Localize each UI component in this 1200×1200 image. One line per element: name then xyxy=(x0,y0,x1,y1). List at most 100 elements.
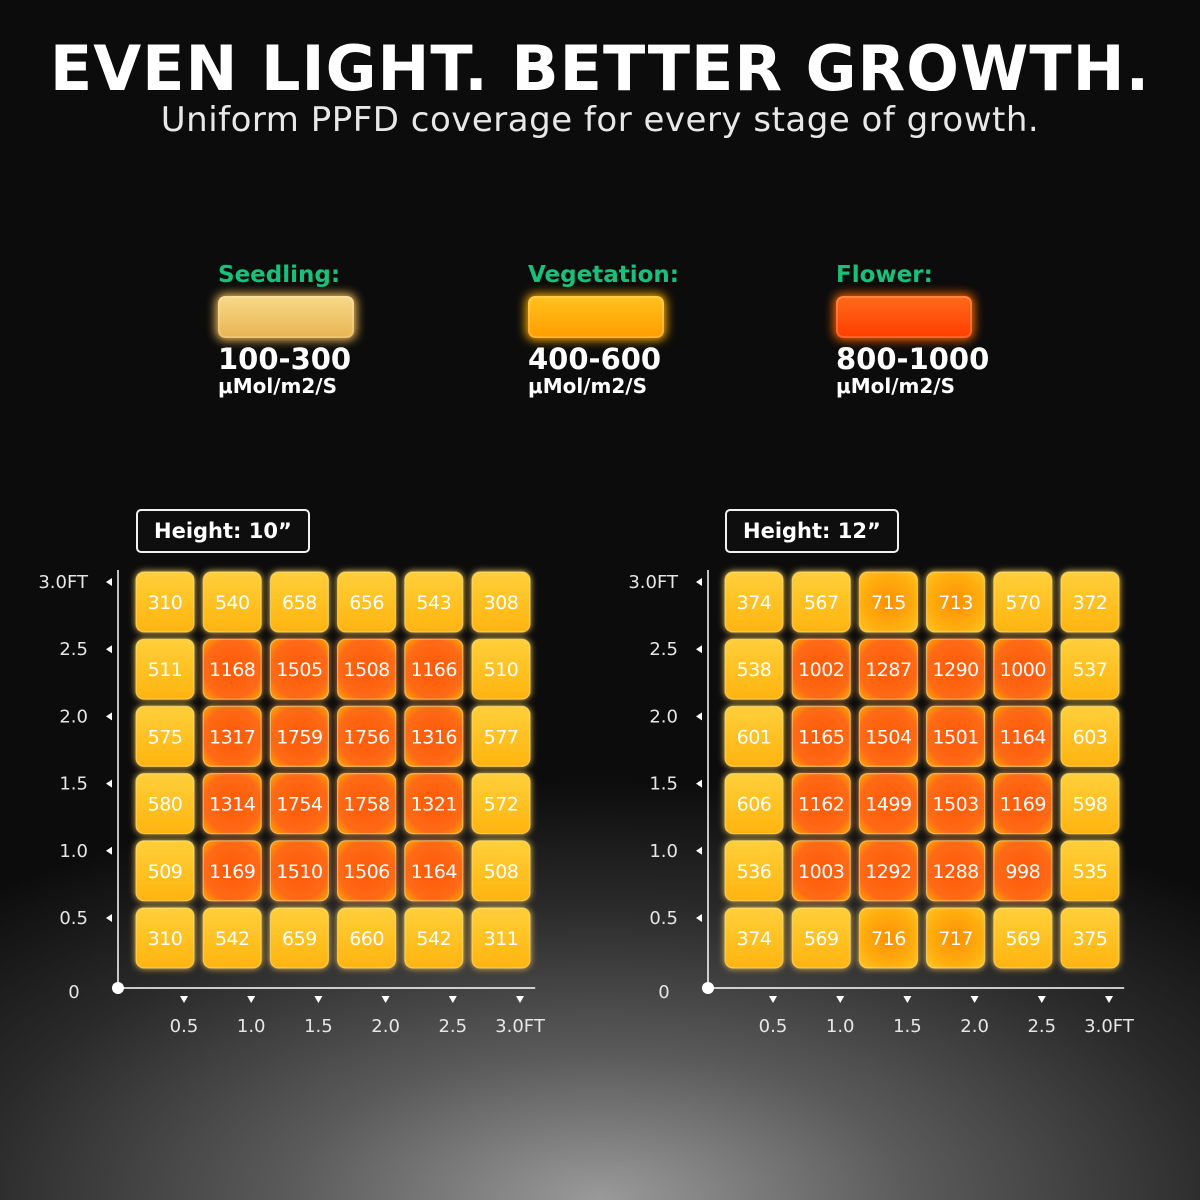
heatmap-cell xyxy=(1060,907,1120,969)
legend-vegetation-label: Vegetation: xyxy=(528,262,679,288)
height-tag-10: Height: 10” xyxy=(136,509,310,553)
heatmap-cell-value: 716 xyxy=(871,928,906,950)
heatmap-cell xyxy=(471,571,531,633)
heatmap-cell xyxy=(269,840,329,902)
heatmap-cell xyxy=(993,840,1053,902)
heatmap-1: 0 3.0FT 2.5 2.0 1.5 1.0 0.5 0.5 1.0 1.5 2.0 2.5 3.0F… xyxy=(628,570,1135,1037)
heatmap-cell-value: 603 xyxy=(1073,726,1108,748)
heatmap-cell-value: 1317 xyxy=(209,726,255,748)
heatmap-cell xyxy=(135,772,195,835)
heatmap-cell-value: 998 xyxy=(1005,861,1040,883)
heatmap-cell-value: 577 xyxy=(484,726,519,748)
heatmap-cell-value: 1164 xyxy=(1000,726,1047,748)
y-tick-label: 0.5 xyxy=(649,908,678,929)
heatmap-cell-value: 311 xyxy=(484,928,519,950)
heatmap-cell-value: 658 xyxy=(282,592,317,614)
heatmap-cell-value: 1505 xyxy=(276,659,322,681)
legend-vegetation-unit: μMol/m2/S xyxy=(528,374,647,398)
axis-origin-dot xyxy=(702,982,714,994)
heatmap-cell-value: 1162 xyxy=(798,794,844,816)
y-tick-label: 2.0 xyxy=(649,706,678,727)
heatmap-cell-value: 656 xyxy=(349,592,384,614)
y-tick-marker xyxy=(696,645,702,654)
heatmap-cell-value: 660 xyxy=(349,928,384,950)
heatmap-cell-value: 543 xyxy=(416,592,451,614)
heatmap-cell-value: 572 xyxy=(484,794,519,816)
heatmap-cell-value: 659 xyxy=(282,928,317,950)
heatmap-cell xyxy=(993,772,1053,835)
heatmap-cell-value: 1288 xyxy=(932,861,978,883)
heatmap-cell xyxy=(471,840,531,902)
heatmap-cell-value: 1756 xyxy=(343,726,389,748)
axis-origin-dot xyxy=(112,982,124,994)
heatmap-cell xyxy=(993,705,1053,768)
heatmap-cell xyxy=(724,840,784,902)
legend-seedling: Seedling: 100-300 μMol/m2/S xyxy=(218,262,398,398)
legend-vegetation: Vegetation: 400-600 μMol/m2/S xyxy=(528,262,708,398)
heatmap-cell xyxy=(337,907,397,969)
heatmap-cell-value: 717 xyxy=(938,928,973,950)
y-tick-marker xyxy=(106,712,112,721)
heatmap-cell-value: 575 xyxy=(148,726,183,748)
heatmap-cell-value: 1314 xyxy=(209,794,256,816)
heatmap-cell xyxy=(471,705,531,768)
legend-flower: Flower: 800-1000 μMol/m2/S xyxy=(836,262,1016,398)
heatmap-cell-value: 535 xyxy=(1073,861,1108,883)
heatmap-cell xyxy=(925,840,986,902)
heatmap-cell xyxy=(724,907,784,969)
heatmap-cell-value: 1003 xyxy=(798,861,844,883)
legend-flower-label: Flower: xyxy=(836,262,933,288)
x-tick-label: 2.5 xyxy=(1027,1016,1056,1037)
heatmap-cell xyxy=(337,772,397,835)
heatmap-cell-value: 567 xyxy=(804,592,839,614)
heatmap-cell xyxy=(993,907,1053,969)
heatmap-cell-value: 372 xyxy=(1073,592,1108,614)
heatmap-cell-value: 508 xyxy=(484,861,519,883)
heatmap-cell xyxy=(337,840,397,902)
x-tick-label: 1.5 xyxy=(304,1016,333,1037)
heatmap-cell-value: 1503 xyxy=(932,794,978,816)
legend-seedling-range: 100-300 xyxy=(218,342,352,376)
heatmap-cell xyxy=(858,571,919,633)
heatmap-cell-value: 1504 xyxy=(865,726,912,748)
heatmap-cell xyxy=(337,705,397,768)
x-tick-label: 1.0 xyxy=(826,1016,855,1037)
heatmap-cell xyxy=(404,638,464,700)
heatmap-cell xyxy=(993,571,1053,633)
heatmap-cell-value: 569 xyxy=(1005,928,1040,950)
heatmap-cell-value: 1506 xyxy=(343,861,389,883)
height-tag-12: Height: 12” xyxy=(725,509,899,553)
heatmap-cell-value: 1758 xyxy=(343,794,389,816)
heatmap-cell xyxy=(724,772,784,835)
heatmap-cell-value: 308 xyxy=(484,592,519,614)
heatmap-cell xyxy=(925,705,986,768)
legend-flower-range: 800-1000 xyxy=(836,342,990,376)
heatmap-cell xyxy=(858,907,919,969)
heatmap-cell-value: 1287 xyxy=(865,659,911,681)
heatmap-cell xyxy=(1060,571,1120,633)
heatmap-cell-value: 1321 xyxy=(411,794,457,816)
page-title: EVEN LIGHT. BETTER GROWTH. xyxy=(49,32,1151,105)
heatmap-cell xyxy=(1060,840,1120,902)
x-tick-label: 1.5 xyxy=(893,1016,922,1037)
x-tick-label: 1.0 xyxy=(237,1016,266,1037)
y-tick-label: 3.0FT xyxy=(38,572,89,593)
heatmap-0: 0 3.0FT 2.5 2.0 1.5 1.0 0.5 0.5 1.0 1.5 2.0 2.5 3.0F… xyxy=(38,570,546,1037)
heatmap-cell xyxy=(724,571,784,633)
heatmap-cell xyxy=(404,907,464,969)
legend-seedling-unit: μMol/m2/S xyxy=(218,374,337,398)
y-tick-marker xyxy=(696,846,702,855)
heatmap-cell-value: 569 xyxy=(804,928,839,950)
heatmap-cell xyxy=(135,840,195,902)
heatmap-cell xyxy=(471,907,531,969)
heatmap-cell xyxy=(337,571,397,633)
heatmap-cell xyxy=(202,571,262,633)
heatmap-cell xyxy=(724,705,784,768)
x-tick-marker xyxy=(970,996,979,1003)
x-tick-marker xyxy=(247,996,256,1003)
origin-label: 0 xyxy=(68,982,79,1003)
heatmap-cell xyxy=(404,772,464,835)
heatmap-cell-value: 713 xyxy=(938,592,973,614)
heatmap-cell xyxy=(1060,638,1120,700)
